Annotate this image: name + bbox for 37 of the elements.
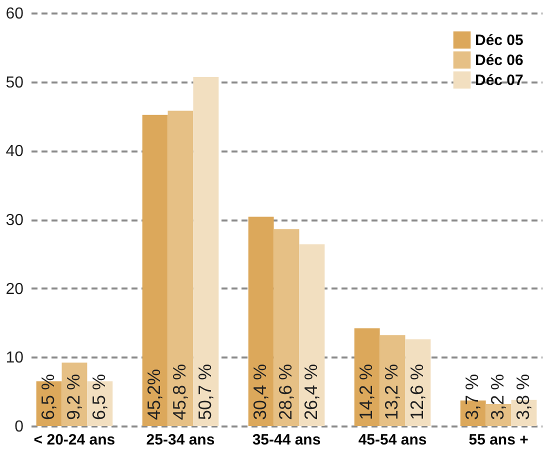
data-label: 28,6 % — [276, 364, 296, 420]
y-tick-label: 40 — [6, 143, 24, 160]
x-tick-label: 55 ans + — [468, 432, 529, 448]
bar — [274, 229, 300, 426]
x-tick-label: < 20-24 ans — [34, 432, 116, 448]
data-label: 6,5 % — [38, 374, 58, 420]
y-tick-label: 10 — [6, 350, 24, 367]
data-label: 3,7 % — [462, 374, 482, 420]
y-tick-label: 30 — [6, 212, 24, 229]
data-label: 12,6 % — [406, 364, 427, 420]
legend-label: Déc 05 — [475, 32, 524, 49]
bar — [193, 77, 219, 426]
data-label: 3,8 % — [512, 374, 533, 420]
bar — [168, 110, 194, 426]
data-label: 45,8 % — [169, 364, 190, 420]
x-tick-label: 45-54 ans — [358, 432, 427, 448]
bar — [299, 244, 325, 426]
legend-label: Déc 06 — [475, 52, 524, 69]
data-label: 30,4 % — [250, 364, 270, 420]
bar — [354, 328, 380, 426]
data-label: 50,7 % — [194, 364, 215, 420]
x-tick-label: 35-44 ans — [252, 432, 321, 448]
bar — [142, 114, 168, 426]
data-label: 13,2 % — [382, 364, 402, 420]
data-label: 26,4 % — [300, 364, 321, 420]
bar — [248, 216, 274, 426]
data-label: 45,2% — [144, 368, 164, 420]
data-label: 9,2 % — [63, 374, 84, 420]
legend-label: Déc 07 — [475, 72, 524, 89]
x-tick-label: 25-34 ans — [146, 432, 215, 448]
data-label: 6,5 % — [88, 374, 109, 420]
data-label: 3,2 % — [488, 374, 508, 420]
y-tick-label: 50 — [6, 74, 24, 92]
y-tick-label: 60 — [6, 6, 24, 22]
y-tick-label: 0 — [14, 418, 24, 436]
y-tick-label: 20 — [6, 280, 24, 298]
data-label: 14,2 % — [356, 364, 376, 420]
